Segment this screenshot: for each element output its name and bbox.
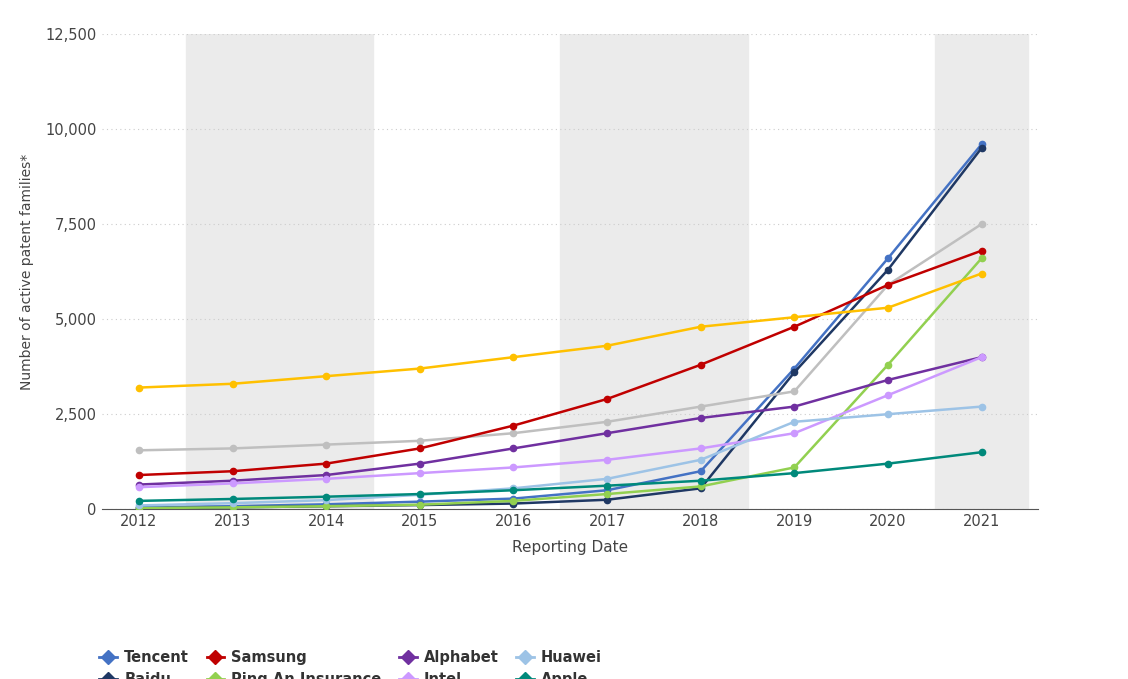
FancyBboxPatch shape (1047, 569, 1119, 641)
FancyBboxPatch shape (1047, 34, 1119, 106)
FancyBboxPatch shape (1047, 390, 1119, 462)
Bar (935, 34, 1029, 509)
Bar (186, 34, 373, 509)
FancyBboxPatch shape (1047, 480, 1119, 552)
Y-axis label: Number of active patent families*: Number of active patent families* (20, 153, 34, 390)
Legend: Tencent, Baidu, IBM, Samsung, Ping An Insurance, Microsoft, Alphabet, Intel, Hua: Tencent, Baidu, IBM, Samsung, Ping An In… (99, 650, 602, 679)
FancyBboxPatch shape (1047, 213, 1119, 284)
X-axis label: Reporting Date: Reporting Date (512, 540, 627, 555)
FancyBboxPatch shape (1047, 123, 1119, 195)
Bar (561, 34, 748, 509)
FancyBboxPatch shape (1047, 301, 1119, 373)
